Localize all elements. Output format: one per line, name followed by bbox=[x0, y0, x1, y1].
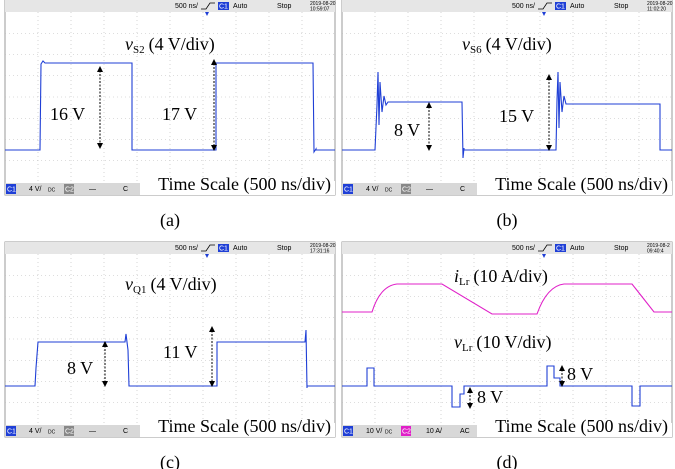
footer-coupling: DC bbox=[385, 187, 393, 193]
run-state: Stop bbox=[277, 245, 292, 252]
measure-label: 8 V bbox=[477, 387, 503, 407]
trace-symbol: v bbox=[462, 34, 470, 54]
time: 09:40:4 bbox=[647, 248, 664, 254]
time-scale: Time Scale (500 ns/div) bbox=[495, 416, 668, 437]
trace-scale: (4 V/div) bbox=[150, 274, 216, 295]
trace-symbol: v bbox=[125, 34, 133, 54]
footer-scale: 4 V/ bbox=[29, 428, 42, 435]
timebase: 500 ns/ bbox=[175, 245, 198, 252]
time-scale: Time Scale (500 ns/div) bbox=[158, 174, 331, 195]
measure-label: 8 V bbox=[394, 120, 420, 140]
header-channel: C1 bbox=[556, 245, 565, 252]
footer-channel: C1 bbox=[7, 186, 16, 193]
footer-channel3: C bbox=[460, 186, 465, 193]
measure-label: 8 V bbox=[67, 358, 93, 378]
caption: (c) bbox=[160, 452, 180, 469]
footer-channel2: C2 bbox=[402, 428, 411, 435]
time: 17:31:16 bbox=[310, 248, 330, 254]
run-state: Stop bbox=[614, 245, 629, 252]
trace-subscript: Lr bbox=[459, 276, 470, 288]
trace-scale: (4 V/div) bbox=[486, 34, 552, 55]
measure-label: 15 V bbox=[499, 106, 534, 126]
caption: (d) bbox=[497, 452, 518, 469]
measure-label: 16 V bbox=[50, 104, 85, 124]
scope-panel: 500 ns/C1AutoStop2019-08-2011:02:20C14 V… bbox=[342, 0, 673, 195]
trace-subscript: S6 bbox=[470, 44, 482, 56]
footer-scale: 4 V/ bbox=[366, 186, 379, 193]
time-scale: Time Scale (500 ns/div) bbox=[158, 416, 331, 437]
trace-subscript: Q1 bbox=[133, 284, 146, 296]
figure: 500 ns/C1AutoStop2019-08-2010:59:07C14 V… bbox=[0, 0, 675, 469]
footer-channel3: C bbox=[123, 428, 128, 435]
timebase: 500 ns/ bbox=[175, 3, 198, 10]
screen bbox=[5, 242, 335, 437]
trace-scale: (4 V/div) bbox=[149, 34, 215, 55]
footer-coupling: DC bbox=[385, 429, 393, 435]
trigger-mode: Auto bbox=[570, 3, 585, 10]
measure-label: 17 V bbox=[162, 104, 197, 124]
footer-channel: C1 bbox=[344, 428, 353, 435]
timebase: 500 ns/ bbox=[512, 3, 535, 10]
trace-scale: (10 A/div) bbox=[473, 266, 548, 287]
time: 11:02:20 bbox=[647, 6, 666, 12]
trace-subscript: Lr bbox=[462, 342, 473, 354]
caption: (b) bbox=[497, 210, 518, 231]
trigger-mode: Auto bbox=[233, 245, 248, 252]
time: 10:59:07 bbox=[310, 6, 330, 12]
measure-label: 8 V bbox=[567, 364, 593, 384]
header-channel: C1 bbox=[219, 3, 228, 10]
footer-channel: C1 bbox=[344, 186, 353, 193]
screen bbox=[342, 0, 672, 195]
footer-scale2: — bbox=[89, 186, 96, 193]
footer-scale2: 10 A/ bbox=[426, 428, 442, 435]
time-scale: Time Scale (500 ns/div) bbox=[495, 174, 668, 195]
footer-scale2: — bbox=[89, 428, 96, 435]
footer-coupling: DC bbox=[48, 429, 56, 435]
screen bbox=[5, 0, 335, 195]
measure-label: 11 V bbox=[163, 342, 198, 362]
trigger-mode: Auto bbox=[233, 3, 248, 10]
trace-symbol: v bbox=[125, 274, 133, 294]
trace-symbol: v bbox=[454, 332, 462, 352]
footer-scale2: — bbox=[426, 186, 433, 193]
scope-panel: 500 ns/C1AutoStop2019-08-2017:31:16C14 V… bbox=[5, 242, 336, 437]
trigger-mode: Auto bbox=[570, 245, 585, 252]
footer-channel2: C2 bbox=[65, 428, 74, 435]
trace-scale: (10 V/div) bbox=[476, 332, 551, 353]
header-channel: C1 bbox=[219, 245, 228, 252]
header-channel: C1 bbox=[556, 3, 565, 10]
run-state: Stop bbox=[277, 3, 292, 10]
timebase: 500 ns/ bbox=[512, 245, 535, 252]
footer-channel3: AC bbox=[460, 428, 470, 435]
footer-channel2: C2 bbox=[402, 186, 411, 193]
footer-scale: 4 V/ bbox=[29, 186, 42, 193]
trace-subscript: S2 bbox=[133, 44, 145, 56]
footer-coupling: DC bbox=[48, 187, 56, 193]
run-state: Stop bbox=[614, 3, 629, 10]
footer-scale: 10 V/ bbox=[366, 428, 382, 435]
footer-channel3: C bbox=[123, 186, 128, 193]
caption: (a) bbox=[160, 210, 180, 231]
footer-channel: C1 bbox=[7, 428, 16, 435]
footer-channel2: C2 bbox=[65, 186, 74, 193]
